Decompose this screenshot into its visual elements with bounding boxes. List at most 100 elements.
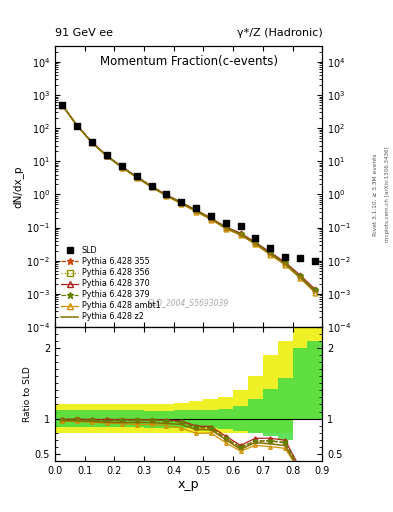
Pythia 6.428 z2: [149, 184, 154, 190]
Pythia 6.428 379: [105, 153, 109, 159]
Pythia 6.428 355: [194, 207, 198, 214]
Pythia 6.428 355: [223, 225, 228, 231]
X-axis label: x_p: x_p: [178, 478, 199, 492]
Pythia 6.428 379: [164, 192, 169, 198]
Pythia 6.428 355: [134, 174, 139, 180]
Pythia 6.428 370: [149, 183, 154, 189]
Pythia 6.428 355: [209, 215, 213, 221]
Pythia 6.428 370: [223, 224, 228, 230]
SLD: [252, 233, 259, 242]
Pythia 6.428 z2: [223, 225, 228, 231]
Text: Rivet 3.1.10, ≥ 3.3M events: Rivet 3.1.10, ≥ 3.3M events: [373, 153, 378, 236]
Pythia 6.428 ambt1: [119, 164, 124, 170]
SLD: [282, 253, 288, 261]
Pythia 6.428 z2: [268, 251, 273, 257]
Pythia 6.428 370: [312, 286, 317, 292]
Pythia 6.428 356: [253, 240, 258, 246]
Pythia 6.428 z2: [209, 216, 213, 222]
Pythia 6.428 ambt1: [283, 262, 288, 268]
SLD: [208, 212, 214, 220]
Pythia 6.428 370: [164, 191, 169, 198]
Text: Momentum Fraction(c-events): Momentum Fraction(c-events): [100, 54, 277, 68]
Y-axis label: dN/dx_p: dN/dx_p: [12, 165, 23, 208]
Pythia 6.428 356: [179, 200, 184, 206]
Pythia 6.428 z2: [60, 102, 65, 109]
Line: Pythia 6.428 ambt1: Pythia 6.428 ambt1: [60, 103, 317, 295]
Pythia 6.428 379: [119, 164, 124, 170]
Pythia 6.428 355: [75, 123, 80, 129]
Pythia 6.428 356: [134, 174, 139, 180]
Pythia 6.428 356: [149, 183, 154, 189]
Pythia 6.428 355: [268, 250, 273, 256]
Pythia 6.428 379: [253, 240, 258, 246]
Pythia 6.428 z2: [105, 153, 109, 159]
Pythia 6.428 ambt1: [298, 275, 302, 281]
SLD: [89, 138, 95, 146]
Pythia 6.428 370: [194, 207, 198, 213]
Pythia 6.428 ambt1: [223, 226, 228, 232]
Pythia 6.428 356: [283, 260, 288, 266]
Line: Pythia 6.428 370: Pythia 6.428 370: [60, 103, 317, 291]
Pythia 6.428 379: [283, 260, 288, 266]
Pythia 6.428 370: [238, 230, 243, 236]
Pythia 6.428 355: [60, 102, 65, 109]
Pythia 6.428 379: [223, 224, 228, 230]
SLD: [312, 258, 318, 266]
Pythia 6.428 ambt1: [105, 154, 109, 160]
Pythia 6.428 356: [298, 273, 302, 279]
Pythia 6.428 356: [268, 250, 273, 256]
Text: γ*/Z (Hadronic): γ*/Z (Hadronic): [237, 28, 322, 38]
Pythia 6.428 z2: [283, 261, 288, 267]
Pythia 6.428 356: [238, 230, 243, 237]
SLD: [104, 152, 110, 160]
Pythia 6.428 370: [298, 272, 302, 278]
Pythia 6.428 z2: [179, 200, 184, 206]
Pythia 6.428 370: [134, 174, 139, 180]
Pythia 6.428 356: [60, 102, 65, 109]
Pythia 6.428 379: [209, 215, 213, 221]
Pythia 6.428 z2: [298, 274, 302, 280]
Pythia 6.428 ambt1: [179, 201, 184, 207]
SLD: [119, 162, 125, 170]
Pythia 6.428 379: [268, 250, 273, 256]
Pythia 6.428 379: [179, 200, 184, 206]
Pythia 6.428 ambt1: [60, 102, 65, 109]
Pythia 6.428 356: [223, 224, 228, 230]
Pythia 6.428 379: [60, 102, 65, 109]
Pythia 6.428 356: [75, 122, 80, 129]
Pythia 6.428 ambt1: [312, 289, 317, 295]
Pythia 6.428 379: [149, 183, 154, 189]
SLD: [134, 173, 140, 181]
SLD: [149, 182, 155, 190]
Y-axis label: Ratio to SLD: Ratio to SLD: [23, 366, 32, 422]
Pythia 6.428 370: [253, 239, 258, 245]
Legend: SLD, Pythia 6.428 355, Pythia 6.428 356, Pythia 6.428 370, Pythia 6.428 379, Pyt: SLD, Pythia 6.428 355, Pythia 6.428 356,…: [59, 245, 162, 323]
Pythia 6.428 379: [298, 273, 302, 279]
Pythia 6.428 379: [90, 139, 94, 145]
Pythia 6.428 355: [179, 200, 184, 206]
Line: Pythia 6.428 355: Pythia 6.428 355: [59, 102, 318, 293]
SLD: [74, 121, 81, 130]
Pythia 6.428 355: [90, 139, 94, 145]
Pythia 6.428 370: [268, 249, 273, 255]
Text: 91 GeV ee: 91 GeV ee: [55, 28, 113, 38]
Pythia 6.428 ambt1: [253, 241, 258, 247]
Pythia 6.428 355: [105, 153, 109, 159]
Pythia 6.428 z2: [119, 164, 124, 170]
Pythia 6.428 370: [179, 199, 184, 205]
Pythia 6.428 ambt1: [268, 252, 273, 258]
Pythia 6.428 355: [149, 183, 154, 189]
Pythia 6.428 356: [164, 192, 169, 198]
Pythia 6.428 ambt1: [164, 193, 169, 199]
Pythia 6.428 370: [209, 215, 213, 221]
Pythia 6.428 ambt1: [209, 217, 213, 223]
Pythia 6.428 370: [90, 139, 94, 145]
Pythia 6.428 z2: [253, 241, 258, 247]
Pythia 6.428 356: [209, 215, 213, 221]
Pythia 6.428 370: [119, 163, 124, 169]
Pythia 6.428 z2: [194, 208, 198, 214]
Pythia 6.428 379: [194, 207, 198, 214]
SLD: [297, 253, 303, 262]
Pythia 6.428 ambt1: [75, 123, 80, 129]
Pythia 6.428 356: [105, 153, 109, 159]
